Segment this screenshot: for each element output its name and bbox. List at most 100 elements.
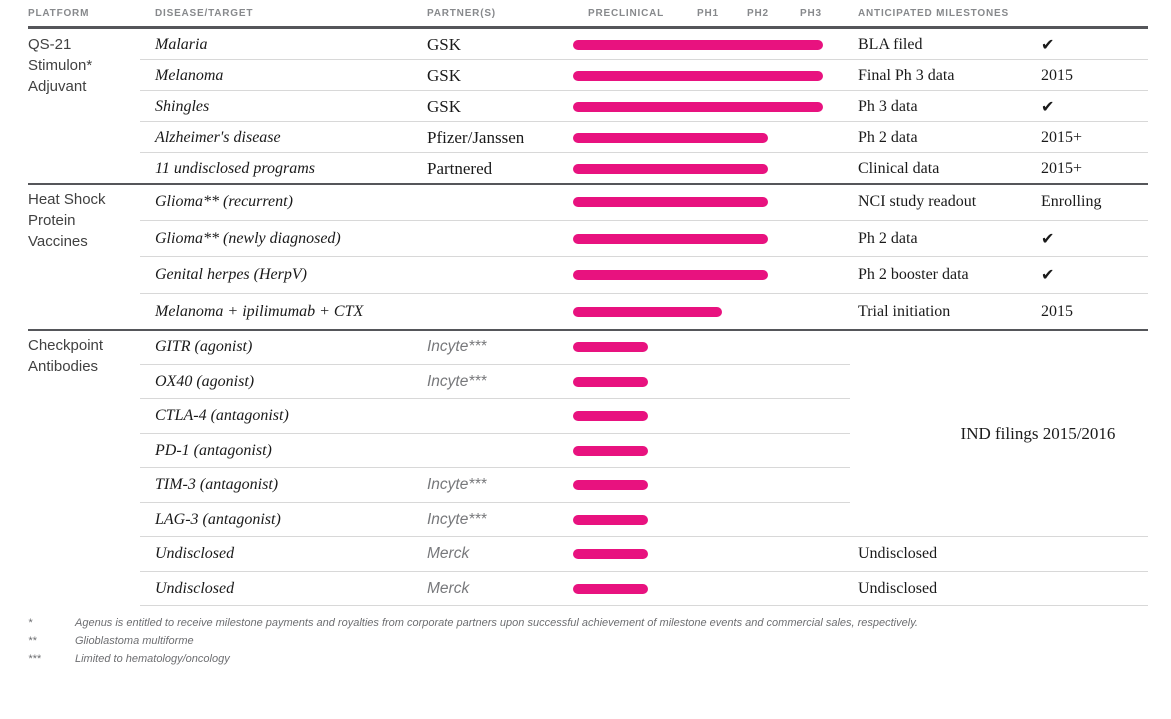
phase-track — [573, 468, 850, 503]
pipeline-row: Genital herpes (HerpV) Ph 2 booster data… — [140, 257, 1148, 294]
pipeline-section: Heat Shock Protein Vaccines Glioma** (re… — [28, 184, 1148, 331]
phase-progress-bar — [573, 70, 823, 81]
platform-label: QS-21 Stimulon* Adjuvant — [28, 36, 93, 95]
pipeline-row: OX40 (agonist) Incyte*** — [140, 365, 1148, 399]
col-header-ph1: PH1 — [697, 8, 719, 19]
phase-track — [573, 503, 850, 538]
row-divider — [140, 501, 850, 503]
pipeline-row: Melanoma + ipilimumab + CTX Trial initia… — [155, 294, 1148, 331]
col-header-preclinical: PRECLINICAL — [588, 8, 665, 19]
platform-label: Checkpoint Antibodies — [28, 337, 104, 375]
checkmark-icon: ✔ — [1041, 96, 1055, 116]
partner-label: Incyte*** — [427, 372, 487, 390]
partner-label: Incyte*** — [427, 338, 487, 356]
footnote: * Agenus is entitled to receive mileston… — [28, 616, 1148, 630]
footnote-text: Limited to hematology/oncology — [75, 653, 230, 665]
pipeline-table: PLATFORM DISEASE/TARGET PARTNER(S) PRECL… — [28, 0, 1148, 606]
phase-progress-bar — [573, 270, 768, 281]
phase-track — [573, 399, 850, 434]
footnotes: * Agenus is entitled to receive mileston… — [28, 616, 1148, 670]
section-rows: GITR (agonist) Incyte*** OX40 (agonist) … — [140, 330, 1148, 607]
row-divider — [140, 219, 1148, 221]
checkmark-icon: ✔ — [1041, 228, 1055, 248]
disease-target-label: Malaria — [155, 35, 208, 53]
phase-track — [573, 60, 850, 91]
table-header: PLATFORM DISEASE/TARGET PARTNER(S) PRECL… — [28, 0, 1148, 29]
pipeline-section: QS-21 Stimulon* Adjuvant Malaria GSK BLA… — [28, 29, 1148, 185]
row-divider — [140, 536, 1148, 537]
phase-track — [573, 29, 850, 60]
row-divider — [140, 570, 1148, 572]
disease-target-label: OX40 (agonist) — [155, 372, 255, 390]
phase-progress-bar — [573, 514, 648, 525]
phase-track — [573, 537, 850, 572]
pipeline-row: TIM-3 (antagonist) Incyte*** — [140, 468, 1148, 503]
row-divider — [140, 121, 1148, 122]
partner-label: Incyte*** — [427, 510, 487, 528]
footnote-marker: ** — [28, 635, 37, 647]
phase-progress-bar — [573, 342, 648, 353]
phase-progress-bar — [573, 445, 648, 456]
phase-progress-bar — [573, 132, 768, 143]
milestone-status: 2015+ — [1041, 128, 1083, 146]
phase-progress-bar — [573, 549, 648, 560]
disease-target-label: CTLA-4 (antagonist) — [155, 407, 289, 425]
pipeline-row: 11 undisclosed programs Partnered Clinic… — [155, 153, 1148, 184]
partner-label: GSK — [427, 96, 462, 116]
milestone-status: 2015 — [1041, 302, 1073, 320]
milestone-status: ✔ — [1040, 265, 1148, 285]
disease-target-label: Glioma** (recurrent) — [155, 193, 293, 211]
partner-label: Pfizer/Janssen — [427, 127, 525, 147]
pipeline-row: PD-1 (antagonist) — [140, 434, 1148, 469]
row-divider — [140, 363, 850, 365]
pipeline-row: Alzheimer's disease Pfizer/Janssen Ph 2 … — [140, 122, 1148, 153]
platform-label: Heat Shock Protein Vaccines — [28, 191, 106, 250]
footnote-text: Glioblastoma multiforme — [75, 635, 194, 647]
phase-progress-bar — [573, 480, 648, 491]
phase-track — [573, 434, 850, 469]
row-divider — [140, 292, 1148, 294]
col-header-partner: PARTNER(S) — [427, 8, 496, 19]
milestone-status: 2015+ — [1041, 159, 1083, 177]
partner-label: GSK — [427, 34, 462, 54]
col-header-ph3: PH3 — [800, 8, 822, 19]
phase-track — [573, 122, 850, 153]
col-header-ph2: PH2 — [747, 8, 769, 19]
col-header-platform: PLATFORM — [28, 8, 90, 19]
footnote-marker: * — [28, 617, 33, 629]
disease-target-label: LAG-3 (antagonist) — [155, 510, 281, 528]
milestone-status: Enrolling — [1041, 193, 1102, 211]
partner-label: Merck — [427, 545, 470, 563]
row-divider — [140, 467, 850, 468]
pipeline-row: Melanoma GSK Final Ph 3 data 2015 — [140, 60, 1148, 91]
disease-target-label: Alzheimer's disease — [155, 128, 281, 146]
milestone-status: ✔ — [1040, 229, 1148, 249]
row-divider — [140, 152, 1148, 153]
footnote: *** Limited to hematology/oncology — [28, 652, 1148, 666]
milestone-label: Undisclosed — [858, 579, 938, 597]
pipeline-row: Undisclosed Merck Undisclosed — [155, 572, 1148, 607]
milestone-span-label: IND filings 2015/2016 — [960, 423, 1116, 443]
pipeline-row: Malaria GSK BLA filed ✔ — [140, 29, 1148, 60]
partner-label: Merck — [427, 579, 470, 597]
phase-track — [573, 153, 850, 184]
pipeline-row: LAG-3 (antagonist) Incyte*** — [140, 503, 1148, 538]
milestone-label: Ph 2 data — [858, 229, 918, 247]
phase-progress-bar — [573, 376, 648, 387]
phase-progress-bar — [573, 306, 722, 317]
partner-label: Incyte*** — [427, 476, 487, 494]
checkmark-icon: ✔ — [1041, 34, 1055, 54]
pipeline-row: Undisclosed Merck Undisclosed — [140, 537, 1148, 572]
phase-progress-bar — [573, 233, 768, 244]
partner-label: GSK — [427, 65, 462, 85]
footnote-text: Agenus is entitled to receive milestone … — [75, 617, 918, 629]
phase-track — [573, 221, 850, 258]
milestone-label: Undisclosed — [858, 545, 938, 563]
pipeline-row: Glioma** (newly diagnosed) Ph 2 data ✔ — [140, 221, 1148, 258]
milestone-status: 2015 — [1041, 66, 1073, 84]
disease-target-label: GITR (agonist) — [155, 338, 253, 356]
checkmark-icon: ✔ — [1041, 265, 1055, 285]
milestone-label: NCI study readout — [858, 193, 977, 211]
phase-progress-bar — [573, 411, 648, 422]
